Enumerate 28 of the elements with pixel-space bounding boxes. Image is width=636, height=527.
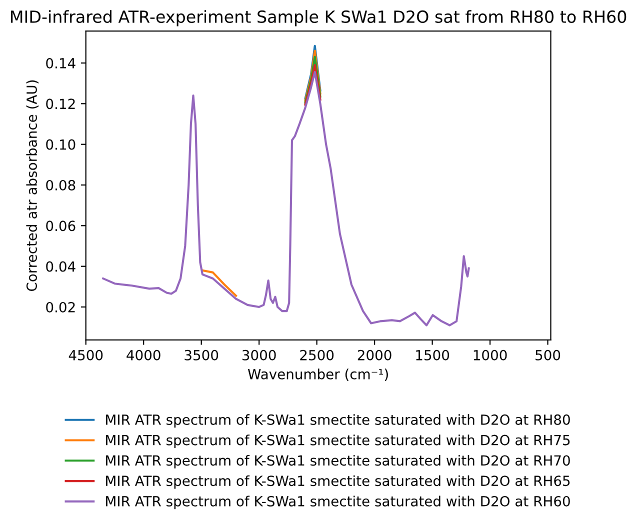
chart-title: MID-infrared ATR-experiment Sample K SWa1 D2O sat from RH80 to RH60 xyxy=(11,10,626,26)
x-tick-label: 1000 xyxy=(474,350,507,360)
y-tick-label: 0.10 xyxy=(46,139,76,150)
line-series xyxy=(102,70,470,326)
legend-label: MIR ATR spectrum of K-SWa1 smectite saturated with D2O at RH70 xyxy=(106,454,570,468)
y-tick-label: 0.04 xyxy=(46,261,76,272)
x-tick-label: 2000 xyxy=(358,350,392,360)
y-axis-title: Corrected atr absorbance (AU) xyxy=(26,80,39,291)
x-tick-label: 3000 xyxy=(242,350,276,360)
x-tick-label: 2500 xyxy=(300,350,334,360)
line-series xyxy=(304,56,322,104)
y-tick-label: 0.06 xyxy=(46,220,76,232)
x-tick-label: 500 xyxy=(536,350,560,360)
legend-label: MIR ATR spectrum of K-SWa1 smectite saturated with D2O at RH75 xyxy=(106,434,570,448)
legend-label: MIR ATR spectrum of K-SWa1 smectite saturated with D2O at RH80 xyxy=(106,414,570,428)
y-tick-label: 0.12 xyxy=(46,98,75,110)
line-series xyxy=(304,44,322,100)
y-tick-label: 0.08 xyxy=(46,180,76,190)
legend-label: MIR ATR spectrum of K-SWa1 smectite saturated with D2O at RH60 xyxy=(106,496,570,510)
line-series xyxy=(304,64,322,106)
y-tick-label: 0.14 xyxy=(46,58,76,68)
x-tick-label: 3500 xyxy=(184,350,218,360)
x-tick-label: 4500 xyxy=(68,350,103,360)
x-tick-label: 1500 xyxy=(416,350,450,360)
x-tick-label: 4000 xyxy=(126,350,160,360)
x-axis-title: Wavenumber (cm⁻¹) xyxy=(248,368,388,382)
y-tick-label: 0.02 xyxy=(46,302,75,312)
legend-label: MIR ATR spectrum of K-SWa1 smectite saturated with D2O at RH65 xyxy=(106,475,570,489)
